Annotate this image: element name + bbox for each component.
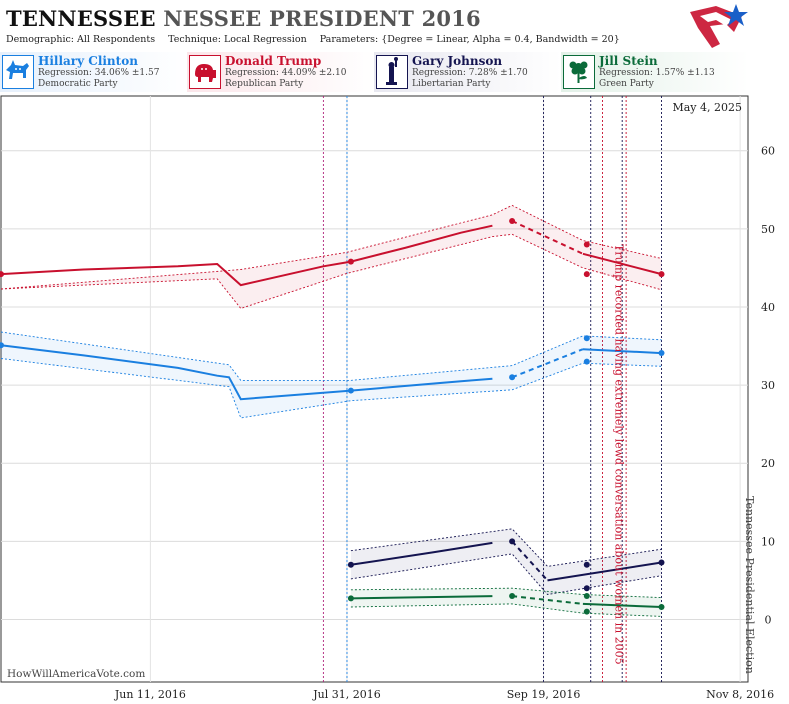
x-tick-label: Sep 19, 2016 xyxy=(507,688,581,701)
poll-point xyxy=(583,241,590,248)
trend-line xyxy=(350,541,493,566)
site-logo xyxy=(690,4,748,48)
liberty-icon xyxy=(376,55,408,89)
poll-point xyxy=(347,258,354,265)
poll-point xyxy=(509,538,516,545)
trend-line xyxy=(350,595,493,600)
legend-stein-name: Jill Stein xyxy=(599,54,658,68)
x-tick-label: Jul 31, 2016 xyxy=(312,688,381,701)
legend-stein-regression: Regression: 1.57% ±1.13 xyxy=(599,68,715,78)
legend-clinton: Hillary Clinton Regression: 34.06% ±1.57… xyxy=(0,52,188,92)
series-donald-trump xyxy=(0,204,665,310)
elephant-icon xyxy=(189,55,221,89)
confidence-band xyxy=(350,588,662,617)
legend-clinton-party: Democratic Party xyxy=(38,79,118,89)
y-tick-label: 30 xyxy=(761,379,775,392)
band-lower-line xyxy=(0,358,662,419)
legend-stein-party: Green Party xyxy=(599,79,654,89)
poll-point xyxy=(347,595,354,602)
legend-johnson-party: Libertarian Party xyxy=(412,79,491,89)
poll-point xyxy=(583,271,590,278)
trend-line xyxy=(0,224,493,287)
y-tick-label: 40 xyxy=(761,301,775,314)
series-hillary-clinton xyxy=(0,331,665,419)
poll-point xyxy=(0,271,4,278)
confidence-band xyxy=(1,205,662,309)
y-tick-label: 10 xyxy=(761,535,775,548)
title-race: NESSEE PRESIDENT 2016 xyxy=(163,6,481,31)
chart-date-label: May 4, 2025 xyxy=(672,101,742,114)
trend-line xyxy=(582,602,662,608)
poll-point xyxy=(658,350,665,357)
series-gary-johnson xyxy=(347,528,665,595)
band-lower-line xyxy=(0,233,662,310)
legend-clinton-name: Hillary Clinton xyxy=(38,54,138,68)
series-jill-stein xyxy=(347,587,665,617)
poll-point xyxy=(583,608,590,615)
poll-point xyxy=(583,358,590,365)
title-state: TENNESSEE xyxy=(6,6,156,31)
legend-trump-regression: Regression: 44.09% ±2.10 xyxy=(225,68,347,78)
x-tick-label: Jun 11, 2016 xyxy=(114,688,186,701)
poll-point xyxy=(583,585,590,592)
poll-point xyxy=(509,593,516,600)
trend-line xyxy=(0,344,493,401)
legend-trump-name: Donald Trump xyxy=(225,54,322,68)
y-tick-label: 0 xyxy=(765,613,772,626)
legend-trump: Donald Trump Regression: 44.09% ±2.10 Re… xyxy=(187,52,375,92)
trend-line-projected xyxy=(511,220,584,255)
legend-stein: Jill Stein Regression: 1.57% ±1.13 Green… xyxy=(561,52,749,92)
legend-johnson-regression: Regression: 7.28% ±1.70 xyxy=(412,68,528,78)
donkey-icon xyxy=(2,55,34,89)
legend-trump-party: Republican Party xyxy=(225,79,304,89)
candidate-legend: Hillary Clinton Regression: 34.06% ±1.57… xyxy=(0,52,749,92)
trend-line xyxy=(547,561,662,582)
poll-point xyxy=(583,593,590,600)
event-annotation: Tennessee Presidential Election xyxy=(743,496,756,674)
poll-point xyxy=(347,561,354,568)
trend-line xyxy=(582,348,662,355)
poll-point xyxy=(509,374,516,381)
poll-point xyxy=(347,387,354,394)
confidence-band xyxy=(1,332,662,418)
poll-point xyxy=(509,218,516,225)
legend-johnson: Gary Johnson Regression: 7.28% ±1.70 Lib… xyxy=(374,52,562,92)
poll-point xyxy=(583,335,590,342)
trend-line xyxy=(582,252,662,276)
trend-line-projected xyxy=(511,595,584,605)
poll-point xyxy=(0,342,4,349)
parameters-label: Parameters: {Degree = Linear, Alpha = 0.… xyxy=(319,34,620,45)
parameter-bar: Demographic: All Respondents Technique: … xyxy=(6,34,630,45)
poll-point xyxy=(658,559,665,566)
technique-label: Technique: Local Regression xyxy=(168,34,307,45)
page-title: TENNESSEE NESSEE PRESIDENT 2016 xyxy=(6,6,481,31)
poll-point xyxy=(658,603,665,610)
watermark-label: HowWillAmericaVote.com xyxy=(7,668,145,680)
confidence-band xyxy=(350,528,662,595)
demographic-label: Demographic: All Respondents xyxy=(6,34,156,45)
flower-icon xyxy=(563,55,595,89)
legend-johnson-name: Gary Johnson xyxy=(412,54,503,68)
band-upper-line xyxy=(0,331,662,381)
legend-clinton-regression: Regression: 34.06% ±1.57 xyxy=(38,68,160,78)
band-upper-line xyxy=(0,204,662,290)
band-upper-line xyxy=(350,587,662,599)
trend-line-projected xyxy=(511,348,584,379)
event-annotation: Trump recorded having extremely lewd con… xyxy=(612,244,625,665)
band-lower-line xyxy=(350,603,662,617)
poll-point xyxy=(583,561,590,568)
y-tick-label: 60 xyxy=(761,145,775,158)
band-upper-line xyxy=(350,528,662,567)
y-tick-label: 20 xyxy=(761,457,775,470)
poll-point xyxy=(658,271,665,278)
band-lower-line xyxy=(350,553,662,595)
y-tick-label: 50 xyxy=(761,223,775,236)
x-tick-label: Nov 8, 2016 xyxy=(706,688,774,701)
